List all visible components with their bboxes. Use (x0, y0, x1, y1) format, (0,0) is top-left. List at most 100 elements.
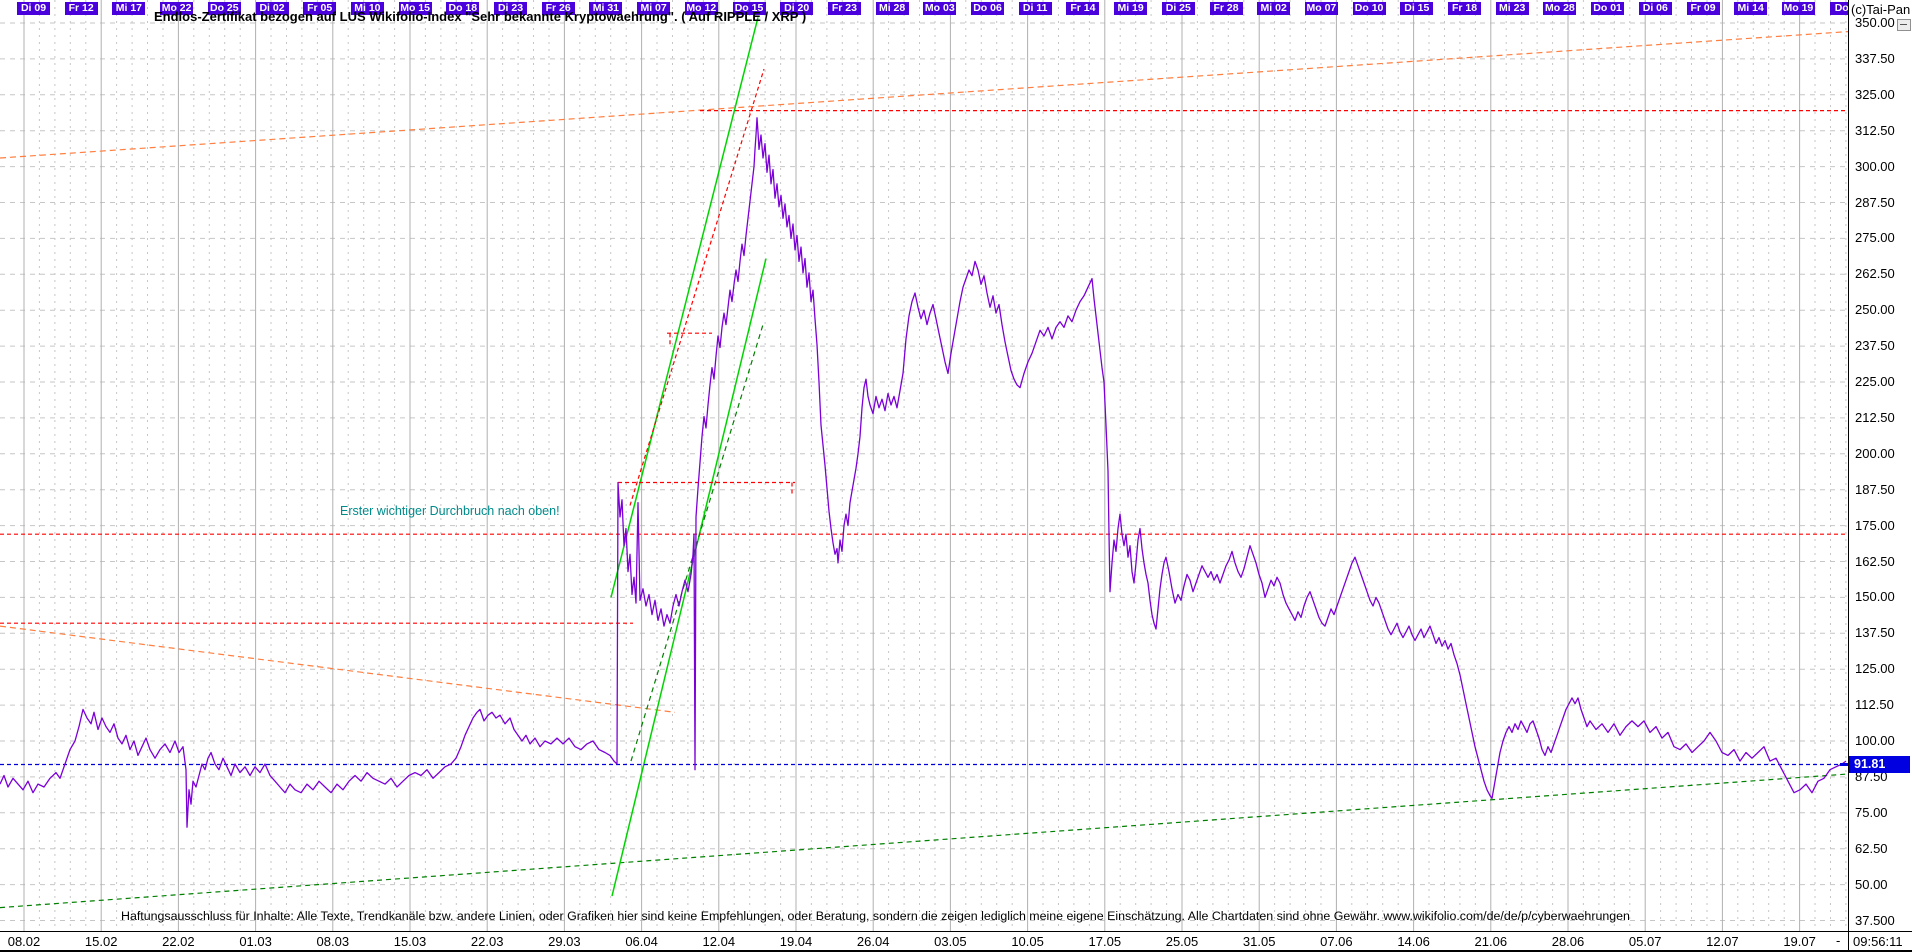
x-axis-label: 03.05 (934, 934, 967, 949)
date-header-cell: Fr 26 (541, 2, 575, 15)
disclaimer-text: Haftungsausschluss für Inhalte: Alle Tex… (121, 909, 1630, 923)
date-header-cell: Mi 02 (1257, 2, 1291, 15)
date-header-cell: Mi 07 (637, 2, 671, 15)
y-axis-label: 350.00 (1855, 15, 1895, 30)
date-header-cell: Do 25 (207, 2, 241, 15)
chart-title: Endlos-Zertifikat bezogen auf LUS Wikifo… (154, 9, 807, 24)
y-axis-label: 50.00 (1855, 876, 1888, 892)
date-header-cell: Fr 28 (1209, 2, 1243, 15)
date-header-cell: Fr 23 (827, 2, 861, 15)
date-header-cell: Di 11 (1018, 2, 1052, 15)
date-header-cell: Di 23 (494, 2, 527, 15)
x-axis-label: 22.02 (162, 934, 195, 949)
y-axis-label: 75.00 (1855, 804, 1888, 820)
x-axis-label: 17.05 (1088, 934, 1122, 949)
y-axis-label: 137.50 (1855, 625, 1895, 641)
date-header-cell: Do 06 (971, 2, 1004, 15)
date-header-cell: Do 15 (732, 2, 766, 15)
last-price-marker: 91.81 (1848, 756, 1910, 773)
date-header-row: Di 09 Fr 12 Mi 17 Mo 22 Do 25 Di 02 Fr 05 Mi 10… (0, 0, 1848, 16)
x-axis-label: 12.04 (702, 934, 736, 949)
x-axis-label: 26.04 (856, 934, 890, 949)
date-header-cell: Mi 28 (875, 2, 909, 15)
date-header-cell: Do 10 (1352, 2, 1386, 15)
date-header-cell: Di 15 (1400, 2, 1434, 15)
y-axis-label: 262.50 (1855, 266, 1895, 282)
date-header-cell: Mo 28 (1543, 2, 1577, 15)
x-axis-label: 01.03 (239, 934, 272, 949)
date-header-cell: Di 25 (1161, 2, 1195, 15)
price-chart-canvas (0, 0, 1848, 931)
date-header-cell: Mo 03 (923, 2, 957, 15)
x-axis-label: 08.03 (316, 934, 350, 949)
date-header-cell: Fr 09 (1686, 2, 1720, 15)
date-header-cell: Mo 15 (398, 2, 432, 15)
x-axis-label: 05.07 (1628, 934, 1662, 949)
last-price-value: 91.81 (1854, 757, 1886, 771)
x-axis-label: 14.06 (1397, 934, 1430, 949)
y-axis-label: 212.50 (1855, 409, 1895, 425)
y-axis-label: 125.00 (1855, 661, 1895, 677)
x-axis-label: 21.06 (1474, 934, 1508, 949)
x-axis-label: 07.06 (1320, 934, 1353, 949)
date-header-cell: Mi 10 (350, 2, 384, 15)
date-header-cell: Mo 07 (1304, 2, 1338, 15)
date-header-cell: Mi 31 (589, 2, 623, 15)
time-axis-divider (0, 931, 1912, 932)
x-axis-label: 22.03 (470, 934, 504, 949)
date-header-cell: Do 01 (1591, 2, 1625, 15)
y-axis-label: 325.00 (1855, 86, 1895, 102)
y-axis-label: 300.00 (1855, 158, 1895, 174)
date-header-cell: Di 06 (1638, 2, 1672, 15)
x-axis-label: 06.04 (625, 934, 658, 949)
date-header-cell: Mi 23 (1495, 2, 1529, 15)
date-header-cell: Di 09 (17, 2, 50, 15)
y-axis-label: 275.00 (1855, 230, 1895, 246)
date-header-cell: Mi 14 (1734, 2, 1768, 15)
date-header-cell: Fr 12 (64, 2, 98, 15)
minus-glyph (1900, 24, 1907, 25)
annotation-text: Erster wichtiger Durchbruch nach oben! (340, 504, 560, 518)
clock-label: 09:56:11 (1853, 934, 1903, 949)
x-axis-label: 10.05 (1011, 934, 1044, 949)
date-header-cell: Fr 18 (1448, 2, 1481, 15)
x-axis-label: 19.07 (1783, 934, 1816, 949)
date-header-cell: Di 02 (255, 2, 289, 15)
y-axis-label: 100.00 (1855, 733, 1895, 748)
y-axis-label: 175.00 (1855, 517, 1895, 533)
window-bottom-edge (0, 950, 1912, 952)
x-axis-label: 12.07 (1706, 934, 1739, 949)
y-axis-label: 37.500 (1855, 912, 1895, 928)
y-axis-label: 237.50 (1855, 338, 1895, 354)
x-axis-label: 28.06 (1551, 934, 1585, 949)
y-axis-label: 112.50 (1855, 697, 1894, 713)
y-axis-label: 225.00 (1855, 374, 1895, 389)
copyright-label: (c)Tai-Pan (1851, 2, 1911, 17)
y-axis-label: 187.50 (1855, 481, 1895, 497)
x-axis-label: 31.05 (1242, 934, 1276, 949)
x-axis-partial-label: - (1836, 933, 1841, 948)
x-axis-label: 15.02 (84, 934, 118, 949)
x-axis-label: 08.02 (7, 934, 41, 949)
date-header-cell: Mo 12 (684, 2, 718, 15)
x-axis-label: 25.05 (1165, 934, 1199, 949)
y-axis-label: 312.50 (1855, 122, 1895, 138)
y-axis-label: 287.50 (1855, 194, 1895, 210)
date-header-cell: Fr 05 (303, 2, 337, 15)
date-header-cell: Mo 19 (1781, 2, 1815, 15)
x-axis-label: 29.03 (548, 934, 581, 949)
date-header-cell: Do 2 (1829, 2, 1848, 15)
last-price-tick (1840, 763, 1848, 766)
date-header-cell: Mo 22 (160, 2, 194, 15)
date-header-cell: Di 20 (780, 2, 814, 15)
date-header-cell: Do 18 (446, 2, 480, 15)
collapse-icon[interactable] (1897, 19, 1911, 31)
axis-divider (1848, 0, 1849, 952)
date-header-cell: Fr 14 (1066, 2, 1100, 15)
x-axis-label: 19.04 (779, 934, 813, 949)
y-axis-label: 200.00 (1855, 445, 1895, 461)
y-axis-label: 62.50 (1855, 840, 1888, 856)
y-axis-label: 337.50 (1855, 50, 1895, 66)
date-header-cell: Mi 17 (112, 2, 146, 15)
